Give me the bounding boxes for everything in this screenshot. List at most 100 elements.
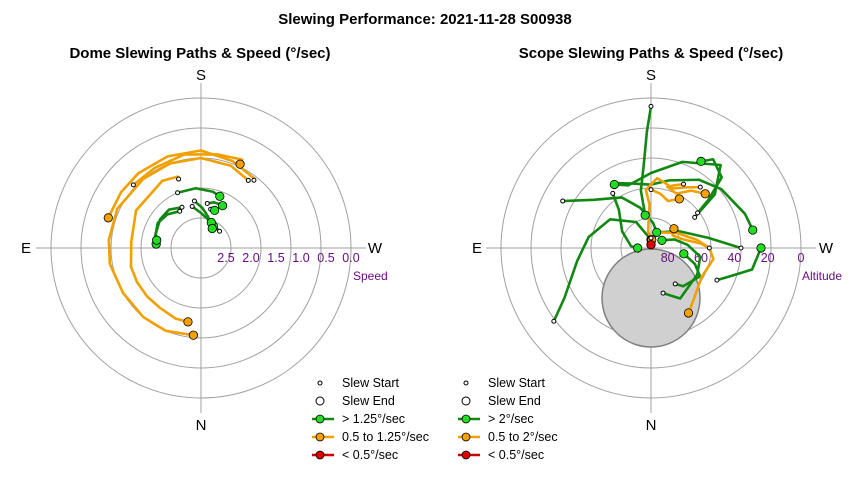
- scope-slew-start-marker: [648, 235, 654, 241]
- dome-radial-tick-label: 1.0: [292, 251, 309, 265]
- dome-slew-path: [154, 209, 182, 242]
- dome-slew-start-marker: [177, 208, 183, 214]
- scope-slew-start-marker: [648, 103, 654, 109]
- dome-grid: [36, 83, 366, 413]
- scope-slew-start-marker: [738, 245, 744, 251]
- scope-slew-start-marker: [706, 245, 712, 251]
- scope-slew-start-marker: [551, 318, 557, 324]
- scope-slew-end-marker: [609, 179, 619, 190]
- scope-slew-end-marker: [640, 210, 650, 220]
- scope-slew-path: [696, 157, 724, 215]
- scope-slew-start-marker: [695, 210, 701, 216]
- scope-slew-path: [644, 176, 702, 241]
- dome-slew-paths: [103, 149, 257, 340]
- scope-slew-end-marker: [657, 235, 667, 245]
- figure-title: Slewing Performance: 2021-11-28 S00938: [278, 11, 572, 28]
- legend-medium-label: 0.5 to 2°/sec: [488, 430, 558, 444]
- legend-slew-end-label: Slew End: [488, 394, 541, 408]
- dome-slew-end-marker: [152, 235, 162, 245]
- scope-slew-end-marker: [696, 156, 706, 166]
- dome-radial-label: Speed: [353, 269, 388, 283]
- scope-compass-left: E: [472, 240, 482, 257]
- legend-slew-start-label: Slew Start: [342, 376, 399, 390]
- dome-slew-end-marker: [235, 159, 245, 169]
- dome-slew-end-marker: [183, 317, 193, 327]
- scope-slew-end-marker: [652, 227, 662, 237]
- scope-moon-region: [601, 248, 701, 348]
- legend-slew-end-marker: [315, 396, 325, 406]
- scope-slew-path: [660, 238, 702, 300]
- dome-slew-start-marker: [217, 228, 223, 234]
- dome-slew-end-marker: [207, 223, 217, 234]
- scope-slew-path: [561, 196, 659, 234]
- scope-slew-path: [613, 160, 722, 219]
- legend-slow-marker: [461, 450, 471, 460]
- dome-compass-top: S: [196, 67, 206, 84]
- dome-legend: Slew Start Slew End > 1.25°/sec 0.5 to 1…: [312, 376, 429, 462]
- scope-compass-bottom: N: [646, 417, 657, 434]
- dome-chart: Dome Slewing Paths & Speed (°/sec) S W N…: [21, 45, 429, 462]
- scope-slew-start-marker: [560, 198, 566, 204]
- dome-slew-end-marker: [217, 201, 228, 211]
- dome-slew-end-marker: [215, 191, 225, 201]
- scope-slew-end-marker: [679, 249, 689, 259]
- moon-avoidance-circle: [601, 248, 701, 348]
- scope-slew-end-marker: [700, 189, 710, 199]
- scope-chart-title: Scope Slewing Paths & Speed (°/sec): [519, 45, 783, 62]
- scope-slew-path: [612, 178, 755, 232]
- scope-radial-tick-label: 80: [661, 251, 675, 265]
- scope-radial-tick-label: 0: [798, 251, 805, 265]
- dome-slew-start-marker: [175, 190, 181, 196]
- dome-slew-start-marker: [176, 176, 182, 182]
- scope-slew-start-marker: [714, 277, 720, 283]
- dome-slew-end-marker: [210, 205, 220, 216]
- dome-slew-end-marker: [188, 330, 198, 340]
- scope-slew-end-marker: [683, 308, 694, 318]
- scope-slew-end-marker: [633, 243, 643, 253]
- scope-slew-start-marker: [681, 181, 687, 187]
- scope-slew-path: [649, 188, 681, 203]
- scope-chart: Scope Slewing Paths & Speed (°/sec) S W …: [458, 45, 842, 462]
- dome-slew-start-marker: [130, 182, 136, 188]
- dome-slew-start-marker: [204, 200, 210, 206]
- scope-slew-paths: [551, 103, 766, 324]
- scope-radial-tick-label: 40: [727, 251, 741, 265]
- dome-slew-start-marker: [191, 198, 197, 204]
- scope-compass-right: W: [819, 240, 834, 257]
- legend-slew-end-label: Slew End: [342, 394, 395, 408]
- dome-slew-start-marker: [179, 204, 185, 210]
- legend-fast-marker: [315, 414, 325, 424]
- scope-slew-start-marker: [672, 281, 678, 287]
- dome-compass-bottom: N: [196, 417, 207, 434]
- legend-fast-label: > 1.25°/sec: [342, 412, 405, 426]
- dome-slew-path: [132, 153, 244, 187]
- legend-slow-marker: [315, 450, 325, 460]
- scope-radial-label: Altitude: [802, 269, 842, 283]
- dome-radial-tick-label: 2.5: [217, 251, 234, 265]
- dome-slew-start-marker: [245, 177, 251, 183]
- scope-radial-tick-label: 20: [761, 251, 775, 265]
- dome-slew-path: [106, 149, 257, 220]
- scope-slew-start-marker: [692, 214, 698, 220]
- dome-slew-end-marker: [103, 213, 113, 223]
- scope-slew-path: [673, 252, 702, 288]
- dome-radial-tick-label: 0.0: [342, 251, 359, 265]
- scope-compass-top: S: [646, 67, 656, 84]
- scope-slew-start-marker: [697, 184, 703, 190]
- scope-slew-start-marker: [610, 190, 616, 196]
- scope-slew-path: [715, 246, 763, 282]
- dome-radial-tick-label: 2.0: [242, 251, 259, 265]
- legend-slew-start-marker: [463, 380, 469, 386]
- legend-slow-label: < 0.5°/sec: [488, 448, 544, 462]
- dome-slew-start-marker: [251, 177, 257, 183]
- dome-slew-path: [129, 175, 190, 324]
- legend-slew-start-marker: [317, 380, 323, 386]
- legend-slew-start-label: Slew Start: [488, 376, 545, 390]
- scope-slew-end-marker: [674, 194, 684, 204]
- scope-slew-path: [666, 182, 707, 196]
- dome-compass-right: W: [368, 240, 383, 257]
- legend-medium-label: 0.5 to 1.25°/sec: [342, 430, 429, 444]
- scope-slew-start-marker: [660, 290, 666, 296]
- dome-radial-tick-label: 1.5: [267, 251, 284, 265]
